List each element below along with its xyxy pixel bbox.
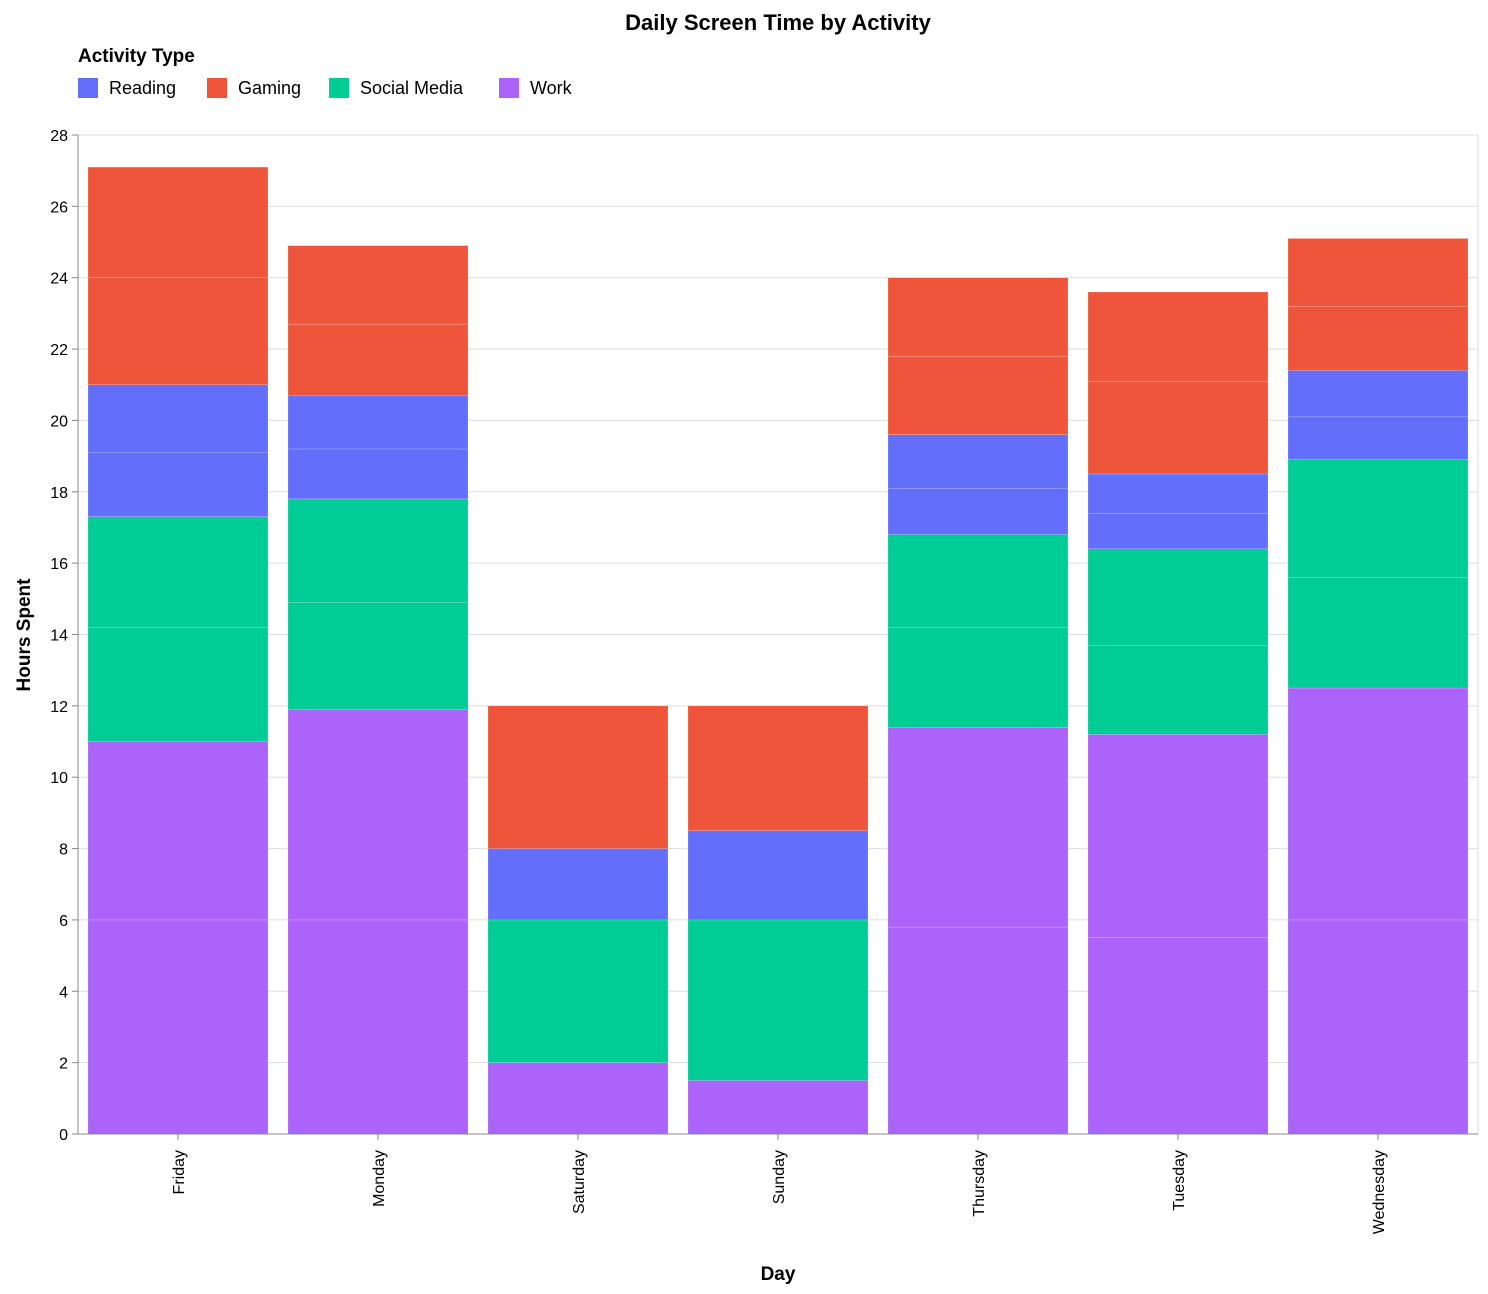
bar-wednesday-gaming [1287,238,1469,307]
bar-sunday-work [687,1080,869,1135]
legend-label-gaming: Gaming [238,78,301,98]
bar-monday-social-media [287,498,469,603]
y-tick-label: 22 [50,342,68,359]
x-tick-label: Monday [371,1150,388,1207]
bar-friday-reading [87,384,269,453]
bar-wednesday-social-media [1287,577,1469,689]
bar-tuesday-gaming [1087,291,1269,382]
y-tick-label: 18 [50,485,68,502]
bar-tuesday-work [1087,937,1269,1135]
bar-sunday-gaming [687,705,869,831]
bar-monday-work [287,919,469,1135]
bar-monday-gaming [287,245,469,325]
bar-wednesday-social-media [1287,459,1469,578]
legend-swatch-gaming [207,78,227,98]
bar-tuesday-reading [1087,512,1269,550]
x-tick-label: Saturday [571,1150,588,1214]
bar-friday-gaming [87,166,269,278]
bar-friday-social-media [87,516,269,628]
x-tick-label: Friday [171,1150,188,1194]
y-tick-label: 0 [59,1127,68,1144]
legend: Activity Type Reading Gaming Social Media W… [78,46,573,98]
bar-wednesday-reading [1287,370,1469,418]
bar-thursday-social-media [887,534,1069,628]
bar-thursday-reading [887,487,1069,535]
bar-friday-work [87,919,269,1135]
x-tick-label: Tuesday [1171,1150,1188,1211]
bar-thursday-social-media [887,627,1069,728]
y-tick-label: 12 [50,699,68,716]
legend-swatch-work [499,78,519,98]
bar-sunday-reading [687,830,869,921]
bar-monday-gaming [287,323,469,396]
bar-tuesday-gaming [1087,380,1269,475]
bar-friday-gaming [87,277,269,386]
y-tick-label: 8 [59,842,68,859]
bar-thursday-work [887,727,1069,928]
x-tick-label: Sunday [771,1150,788,1204]
legend-swatch-reading [78,78,98,98]
bar-thursday-work [887,926,1069,1135]
legend-label-reading: Reading [109,78,176,98]
bar-friday-reading [87,452,269,518]
bar-tuesday-work [1087,734,1269,939]
bar-monday-reading [287,448,469,500]
bar-friday-work [87,741,269,921]
legend-swatch-social-media [329,78,349,98]
bar-wednesday-gaming [1287,306,1469,371]
bar-wednesday-work [1287,919,1469,1135]
legend-label-social-media: Social Media [360,78,464,98]
x-tick-label: Thursday [971,1150,988,1217]
bar-tuesday-social-media [1087,644,1269,735]
bar-tuesday-social-media [1087,548,1269,646]
y-tick-label: 14 [50,628,68,645]
x-axis-title: Day [761,1264,796,1285]
bar-monday-social-media [287,602,469,710]
y-tick-label: 2 [59,1056,68,1073]
bar-friday-social-media [87,627,269,742]
bars [87,166,1469,1135]
bar-tuesday-reading [1087,473,1269,514]
legend-label-work: Work [530,78,573,98]
bar-saturday-social-media [487,919,669,1063]
bar-wednesday-work [1287,687,1469,921]
bar-sunday-social-media [687,919,869,1081]
bar-thursday-gaming [887,277,1069,357]
bar-saturday-work [487,1062,669,1135]
chart-title: Daily Screen Time by Activity [625,10,931,35]
bar-monday-reading [287,395,469,450]
y-tick-label: 26 [50,199,68,216]
y-tick-label: 4 [59,984,68,1001]
bar-thursday-reading [887,434,1069,489]
y-tick-label: 28 [50,128,68,145]
x-tick-label: Wednesday [1371,1150,1388,1234]
bar-saturday-reading [487,848,669,921]
y-tick-label: 20 [50,413,68,430]
y-axis-title: Hours Spent [14,578,35,692]
y-tick-label: 16 [50,556,68,573]
bar-thursday-gaming [887,355,1069,435]
y-tick-label: 24 [50,271,68,288]
bar-monday-work [287,709,469,921]
y-tick-label: 6 [59,913,68,930]
legend-title: Activity Type [78,46,195,67]
bar-saturday-gaming [487,705,669,849]
bar-wednesday-reading [1287,416,1469,460]
y-tick-label: 10 [50,770,68,787]
